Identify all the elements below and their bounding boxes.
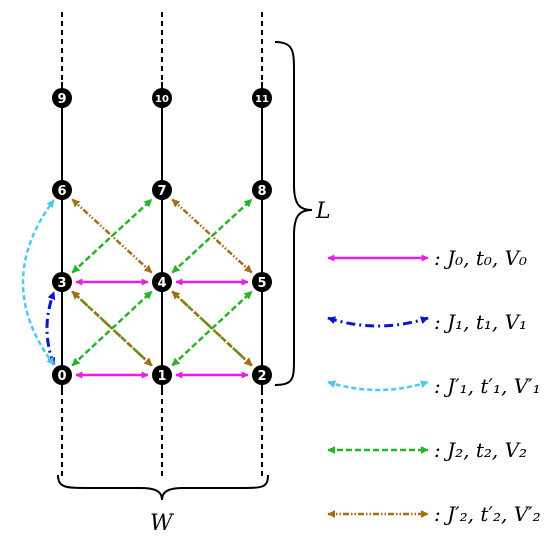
node-dot <box>152 88 172 108</box>
width-brace: W <box>57 474 269 536</box>
node-label: 3 <box>57 276 66 291</box>
node-2: 2 <box>252 365 272 385</box>
node-5: 5 <box>252 272 272 292</box>
legend-label-J2p: : J′₂, t′₂, V′₂ <box>434 502 541 526</box>
node-label: 2 <box>257 369 266 384</box>
node-11: 11 <box>252 88 272 108</box>
bond-brown-4-2 <box>171 290 253 367</box>
bonds <box>21 198 253 379</box>
node-label: 10 <box>155 94 169 105</box>
node-9: 9 <box>52 88 72 108</box>
legend-item-J2: : J₂, t₂, V₂ <box>327 438 527 462</box>
lattice-nodes: 0 1 2 3 4 5 6 7 8 9 10 11 <box>52 88 272 385</box>
node-label: 1 <box>157 369 166 384</box>
node-dot <box>52 365 72 385</box>
legend-label-J1p: : J′₁, t′₁, V′₁ <box>434 374 541 398</box>
legend-line-J1 <box>327 316 429 328</box>
legend-item-J1: : J₁, t₁, V₁ <box>327 310 527 334</box>
length-brace: L <box>274 41 331 386</box>
legend-item-J2p: : J′₂, t′₂, V′₂ <box>327 502 541 526</box>
width-label: W <box>150 511 175 536</box>
legend-label-J1: : J₁, t₁, V₁ <box>434 310 527 334</box>
legend-item-J0: : J₀, t₀, V₀ <box>327 246 527 270</box>
node-10: 10 <box>152 88 172 108</box>
node-label: 6 <box>57 184 66 199</box>
node-dot <box>52 180 72 200</box>
node-dot <box>252 365 272 385</box>
node-1: 1 <box>152 365 172 385</box>
node-dot <box>152 180 172 200</box>
legend: : J₀, t₀, V₀ : J₁, t₁, V₁ : J′₁, t′₁, V′₁:… <box>327 246 541 526</box>
node-label: 8 <box>257 184 266 199</box>
node-label: 4 <box>157 276 166 291</box>
node-label: 9 <box>57 92 66 107</box>
bond-brown-6-4 <box>71 198 153 274</box>
legend-label-J0: : J₀, t₀, V₀ <box>434 246 527 270</box>
chains <box>61 12 263 478</box>
node-8: 8 <box>252 180 272 200</box>
node-dot <box>252 272 272 292</box>
bond-brown-3-1 <box>71 290 153 367</box>
bond-blue-0-3 <box>45 291 56 366</box>
node-6: 6 <box>52 180 72 200</box>
node-dot <box>152 272 172 292</box>
node-3: 3 <box>52 272 72 292</box>
node-label: 11 <box>255 94 269 105</box>
legend-line-J1p <box>327 380 429 392</box>
node-label: 0 <box>57 369 66 384</box>
node-dot <box>152 365 172 385</box>
node-4: 4 <box>152 272 172 292</box>
node-label: 5 <box>257 276 266 291</box>
node-dot <box>252 88 272 108</box>
bond-cyan-0-6 <box>21 199 55 366</box>
node-label: 7 <box>157 184 166 199</box>
legend-label-J2: : J₂, t₂, V₂ <box>434 438 527 462</box>
length-label: L <box>315 199 331 224</box>
node-0: 0 <box>52 365 72 385</box>
node-7: 7 <box>152 180 172 200</box>
node-dot <box>52 88 72 108</box>
bond-brown-7-5 <box>171 198 253 274</box>
legend-item-J1p: : J′₁, t′₁, V′₁ <box>327 374 541 398</box>
node-dot <box>52 272 72 292</box>
node-dot <box>252 180 272 200</box>
